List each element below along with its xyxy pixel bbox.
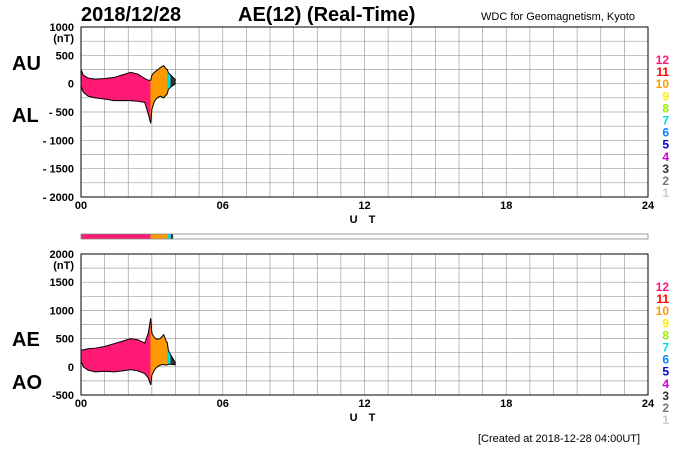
y-tick-label: 0 <box>68 362 74 374</box>
series-lower-line <box>80 83 176 124</box>
data-area-segment <box>159 333 164 366</box>
data-area-segment <box>156 338 161 368</box>
legend-entry-8: 8 <box>662 101 669 115</box>
x-tick-label: 00 <box>75 200 87 212</box>
data-area-segment <box>87 347 96 373</box>
legend-entry-11: 11 <box>656 65 669 79</box>
data-area-segment <box>153 70 157 103</box>
legend-entry-4: 4 <box>662 150 669 164</box>
x-tick-label: 12 <box>358 200 370 212</box>
coverage-bar <box>80 233 649 240</box>
y-axis-unit: (nT) <box>53 260 74 272</box>
coverage-segment <box>170 234 174 239</box>
data-area-segment <box>94 78 105 100</box>
lower-series-label: AO <box>12 372 42 394</box>
data-area-segment <box>144 332 149 379</box>
coverage-segment <box>167 234 171 239</box>
x-tick-label: 06 <box>217 200 229 212</box>
plot-frame <box>80 26 649 198</box>
legend-entry-2: 2 <box>662 401 669 415</box>
legend-entry-6: 6 <box>662 126 669 140</box>
y-tick-label: 2000 <box>50 249 74 261</box>
lower-series-label: AL <box>12 105 39 127</box>
x-tick-label: 12 <box>358 398 370 410</box>
data-area-segment <box>153 336 157 372</box>
y-tick-label: 500 <box>56 334 74 346</box>
y-tick-label: 1500 <box>50 277 74 289</box>
data-area-segment <box>94 346 105 373</box>
x-tick-label: 24 <box>642 398 655 410</box>
legend-entry-2: 2 <box>662 174 669 188</box>
data-area-segment <box>87 77 96 99</box>
y-tick-label: -500 <box>52 390 74 402</box>
y-tick-label: 1000 <box>50 305 74 317</box>
legend-entry-9: 9 <box>662 89 669 103</box>
data-area-segment <box>113 340 124 373</box>
created-timestamp: [Created at 2018-12-28 04:00UT] <box>478 433 641 445</box>
y-tick-label: - 1500 <box>43 164 74 176</box>
upper-series-label: AE <box>12 329 40 351</box>
y-tick-label: 0 <box>68 79 74 91</box>
data-area-segment <box>137 339 146 375</box>
x-tick-label: 00 <box>75 398 87 410</box>
x-tick-label: 24 <box>642 200 655 212</box>
y-tick-label: - 2000 <box>43 192 74 204</box>
legend-entry-9: 9 <box>662 316 669 330</box>
coverage-bar-frame <box>80 233 649 240</box>
legend-entry-7: 7 <box>662 341 669 355</box>
data-area-segment <box>130 71 138 102</box>
y-tick-label: - 1000 <box>43 135 74 147</box>
data-area-segment <box>156 67 161 99</box>
legend-entry-3: 3 <box>662 162 669 176</box>
data-area-segment <box>123 71 131 101</box>
data-area-segment <box>123 338 131 372</box>
legend-entry-6: 6 <box>662 353 669 367</box>
data-area-segment <box>159 64 164 99</box>
data-area-segment <box>151 332 155 376</box>
coverage-segment <box>150 234 168 239</box>
series-upper-line <box>81 318 176 364</box>
data-area-segment <box>104 343 115 373</box>
x-axis-title: U T <box>350 214 380 226</box>
legend-entry-7: 7 <box>662 114 669 128</box>
data-area-segment <box>130 338 138 372</box>
legend-entry-12: 12 <box>656 53 670 67</box>
credit-text: WDC for Geomagnetism, Kyoto <box>481 11 636 23</box>
x-tick-label: 06 <box>217 398 229 410</box>
y-axis-unit: (nT) <box>53 33 74 45</box>
y-tick-label: 500 <box>56 50 74 62</box>
legend-entry-10: 10 <box>656 77 670 91</box>
series-upper-line <box>80 64 176 81</box>
legend-entry-12: 12 <box>656 280 670 294</box>
x-axis-title: U T <box>350 412 380 424</box>
x-tick-label: 18 <box>500 398 512 410</box>
legend-entry-10: 10 <box>656 304 670 318</box>
upper-series-label: AU <box>12 53 41 75</box>
legend-entry-5: 5 <box>662 138 669 152</box>
x-tick-label: 18 <box>500 200 512 212</box>
coverage-segment <box>81 234 151 239</box>
legend-entry-11: 11 <box>656 292 669 306</box>
data-area-segment <box>163 64 167 99</box>
legend-entry-1: 1 <box>662 186 669 200</box>
legend-entry-5: 5 <box>662 365 669 379</box>
y-tick-label: 1000 <box>50 22 74 34</box>
data-area-segment <box>104 77 115 102</box>
series-lower-line <box>80 360 176 386</box>
y-tick-label: - 500 <box>49 107 74 119</box>
legend-entry-8: 8 <box>662 328 669 342</box>
chart-panel-1: 1000 500 0 - 500 - 1000 - 1500 - 2000 (nT) 00 06 1… <box>12 22 669 226</box>
data-area-segment <box>113 74 124 101</box>
legend-entry-3: 3 <box>662 389 669 403</box>
chart-title: AE(12) (Real-Time) <box>238 4 416 26</box>
legend-entry-4: 4 <box>662 377 669 391</box>
plot-frame <box>80 253 649 396</box>
legend-entry-1: 1 <box>662 413 669 427</box>
date-heading: 2018/12/28 <box>81 4 182 26</box>
